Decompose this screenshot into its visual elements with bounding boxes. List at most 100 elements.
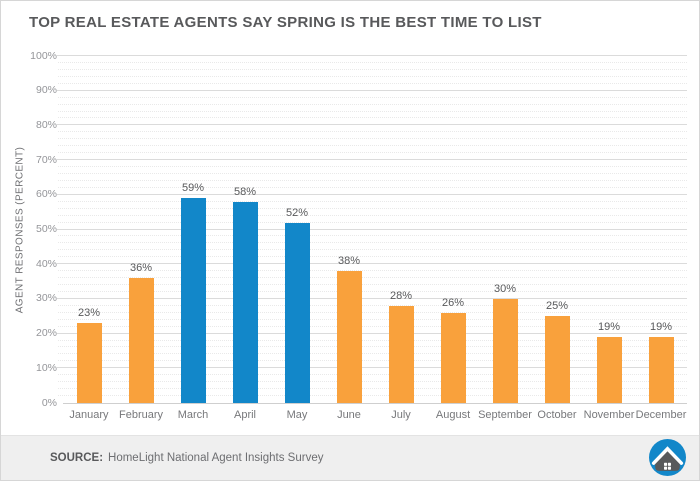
homelight-logo — [649, 439, 686, 476]
bar-value-label: 19% — [597, 321, 621, 334]
minor-gridline — [58, 68, 687, 70]
bar-october — [544, 316, 570, 403]
bar-may — [284, 222, 310, 403]
minor-gridline — [58, 214, 687, 216]
minor-gridline — [58, 381, 687, 383]
bar-value-label: 30% — [493, 282, 517, 295]
major-gridline — [57, 332, 687, 334]
bar-value-label: 38% — [337, 255, 361, 268]
minor-gridline — [58, 166, 687, 168]
major-gridline — [57, 263, 687, 265]
minor-gridline — [58, 270, 687, 272]
bar-february — [128, 278, 154, 403]
minor-gridline — [58, 304, 687, 306]
x-axis-tick-labels: January February March April May June July Augu… — [63, 403, 687, 431]
major-gridline — [57, 367, 687, 369]
x-tick-label: April — [233, 409, 256, 421]
bar-june — [336, 271, 362, 403]
major-gridline — [57, 297, 687, 299]
bar-january — [76, 323, 102, 403]
source-footer: SOURCE: HomeLight National Agent Insight… — [1, 435, 699, 480]
y-tick-label: 0% — [41, 396, 57, 409]
y-tick-label: 50% — [35, 223, 57, 235]
plot-area: 23% 36% 59% 58% 52% 38% 28% 26% 30% 25% 19% 19% — [57, 55, 687, 404]
major-gridline — [57, 193, 687, 195]
x-tick-label: August — [435, 409, 471, 421]
minor-gridline — [58, 325, 687, 327]
minor-gridline — [58, 138, 687, 140]
major-gridline — [57, 55, 687, 56]
bar-april — [232, 201, 258, 403]
chart-title: TOP REAL ESTATE AGENTS SAY SPRING IS THE… — [29, 14, 542, 31]
minor-gridline — [58, 186, 687, 188]
minor-gridline — [58, 235, 687, 237]
x-tick-label: March — [177, 409, 209, 421]
y-tick-label: 90% — [35, 84, 57, 97]
minor-gridline — [58, 152, 687, 154]
y-tick-label: 80% — [35, 118, 57, 131]
y-tick-label: 100% — [30, 49, 57, 62]
x-tick-label: February — [118, 409, 164, 421]
major-gridline — [57, 124, 687, 126]
source-label: SOURCE: — [50, 452, 104, 464]
bar-value-label: 52% — [285, 206, 309, 219]
minor-gridline — [58, 200, 687, 202]
minor-gridline — [58, 339, 687, 341]
minor-gridline — [58, 290, 687, 292]
minor-gridline — [58, 221, 687, 223]
x-tick-label: September — [478, 409, 532, 421]
minor-gridline — [58, 277, 687, 279]
minor-gridline — [58, 110, 687, 112]
y-tick-label: 60% — [35, 188, 57, 201]
minor-gridline — [58, 75, 687, 77]
minor-gridline — [58, 249, 687, 251]
minor-gridline — [58, 103, 687, 105]
window-icon — [664, 462, 671, 470]
minor-gridline — [58, 242, 687, 244]
minor-gridline — [58, 346, 687, 348]
minor-gridline — [58, 353, 687, 355]
bar-value-label: 26% — [441, 296, 465, 309]
bar-december — [648, 337, 674, 403]
minor-gridline — [58, 96, 687, 98]
x-tick-label: July — [391, 409, 411, 421]
y-axis-tick-labels: 0% 10% 20% 30% 40% 50% 60% 70% 80% 90% 100% — [9, 50, 57, 409]
bar-november — [596, 337, 622, 403]
bar-value-label: 28% — [389, 289, 413, 302]
x-tick-label: May — [286, 409, 308, 421]
major-gridline — [57, 159, 687, 161]
bar-july — [388, 305, 414, 403]
x-tick-label: December — [635, 409, 687, 421]
minor-gridline — [58, 207, 687, 209]
y-tick-label: 30% — [35, 292, 57, 305]
x-tick-label: October — [537, 409, 577, 421]
minor-gridline — [58, 318, 687, 320]
minor-gridline — [58, 131, 687, 133]
minor-gridline — [58, 374, 687, 376]
minor-gridline — [58, 256, 687, 258]
bar-value-label: 59% — [181, 182, 205, 195]
minor-gridline — [58, 82, 687, 84]
bar-august — [440, 312, 466, 403]
bar-september — [492, 298, 518, 403]
y-tick-label: 70% — [35, 153, 57, 166]
major-gridline — [57, 89, 687, 91]
minor-gridline — [58, 61, 687, 63]
bar-value-label: 23% — [77, 307, 101, 320]
x-tick-label: November — [583, 409, 635, 421]
x-tick-label: January — [69, 409, 109, 421]
source-text: HomeLight National Agent Insights Survey — [108, 452, 324, 464]
y-tick-label: 40% — [35, 257, 57, 270]
major-gridline — [57, 228, 687, 230]
house-icon — [655, 450, 680, 471]
bar-value-label: 58% — [233, 185, 257, 198]
bar-value-label: 25% — [545, 300, 569, 313]
minor-gridline — [58, 179, 687, 181]
bar-value-label: 36% — [129, 262, 153, 275]
minor-gridline — [58, 395, 687, 397]
minor-gridline — [58, 145, 687, 147]
minor-gridline — [58, 311, 687, 313]
minor-gridline — [58, 284, 687, 286]
minor-gridline — [58, 172, 687, 174]
